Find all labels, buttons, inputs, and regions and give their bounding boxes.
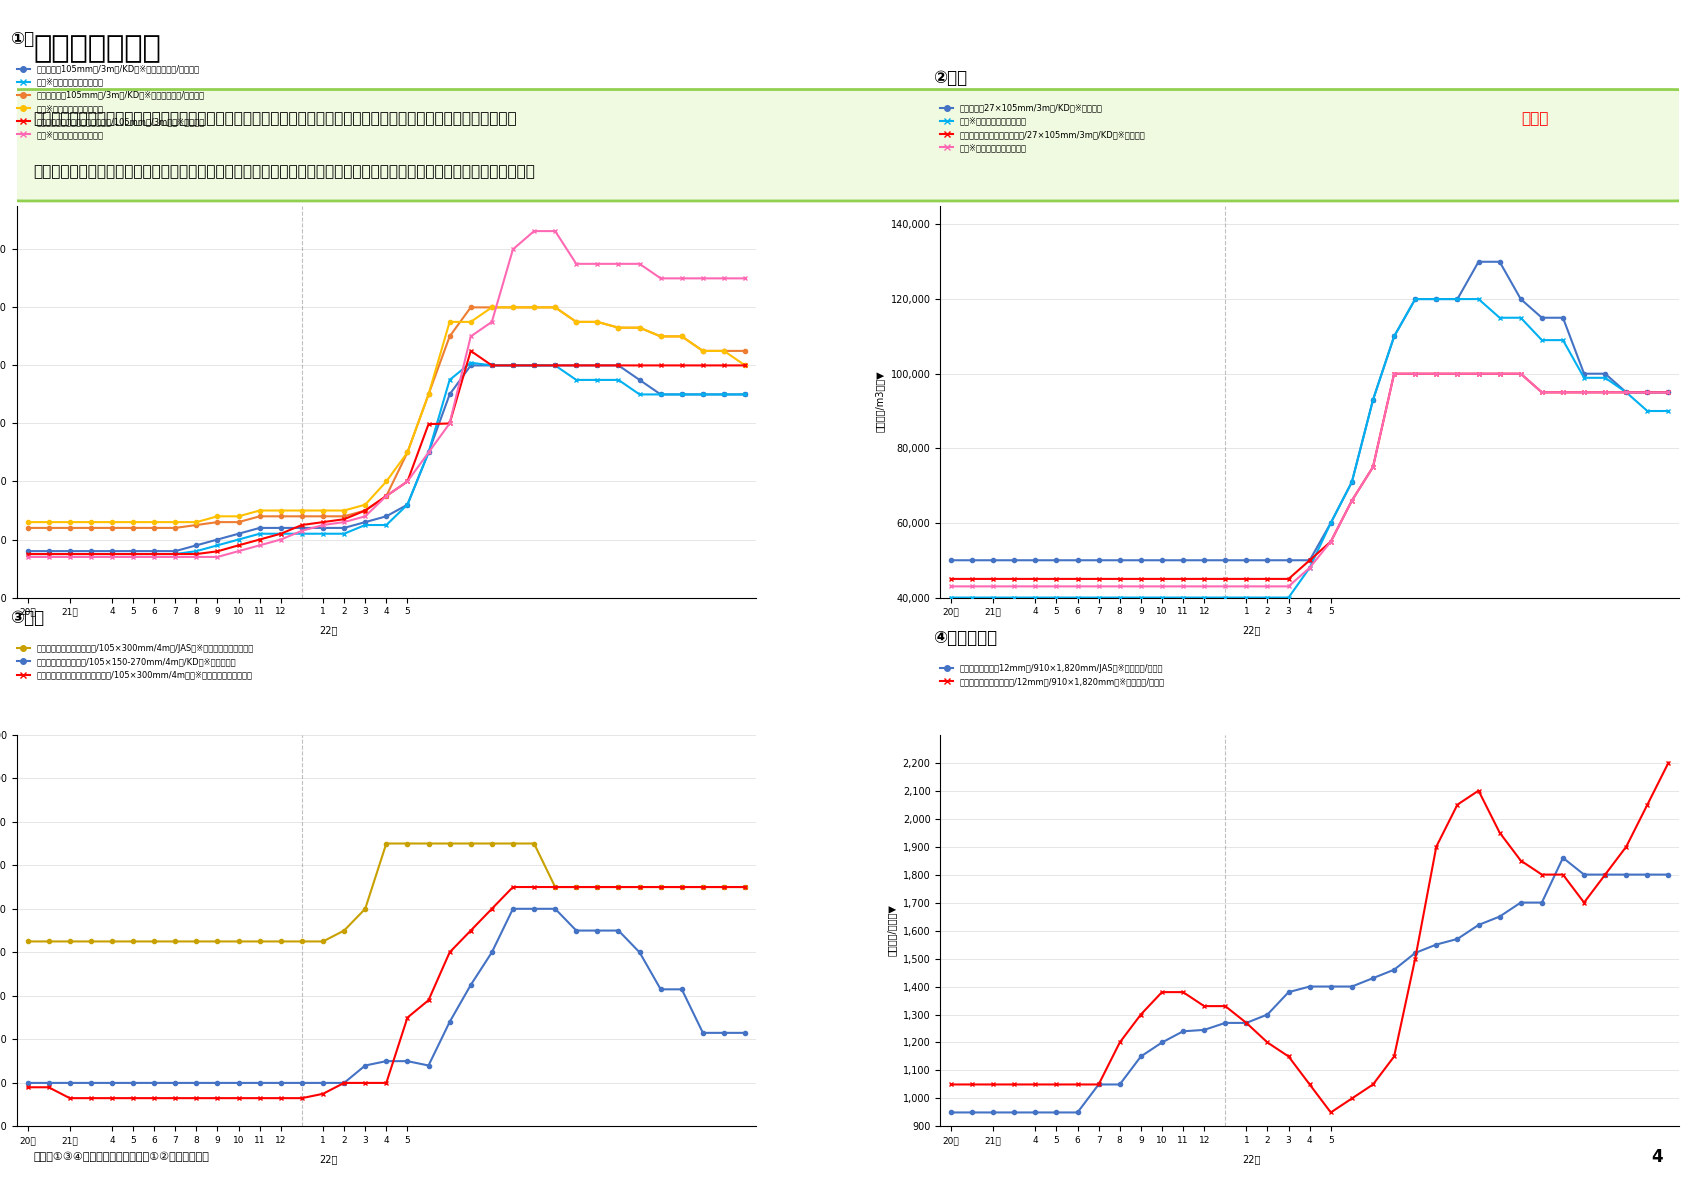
Text: 22年: 22年 — [1241, 1153, 1260, 1164]
FancyBboxPatch shape — [8, 90, 1688, 201]
Legend: スギ間柱（27×105mm/3m長/KD）※市売市場, 〃　※関東プレカット工場着, ホワイトウッド間柱（欧州産/27×105mm/3m長/KD）※問屋卸し, : スギ間柱（27×105mm/3m長/KD）※市売市場, 〃 ※関東プレカット工場… — [938, 101, 1148, 156]
FancyBboxPatch shape — [0, 0, 1696, 107]
Legend: 国産針葉樹合板（12mm厚/910×1,820mm/JAS）※関東市場/問屋着, 輸入合板（東南アジア産/12mm厚/910×1,820mm）※関東市場/問屋着: 国産針葉樹合板（12mm厚/910×1,820mm/JAS）※関東市場/問屋着,… — [938, 661, 1169, 689]
Text: ①柱: ①柱 — [10, 30, 34, 48]
Text: ④構造用合板: ④構造用合板 — [933, 629, 997, 647]
Text: 22年: 22年 — [319, 1153, 338, 1164]
Text: ・代替需要により国産材製品価格も上昇し、直近では合板は上昇傾向、製材は高止まりかピーク時より下落し横ばい傾向。: ・代替需要により国産材製品価格も上昇し、直近では合板は上昇傾向、製材は高止まりか… — [34, 164, 536, 180]
Legend: スギ柱角（105mm角/3m長/KD）※関東市売市場/置場渡し, 〃　※関東プレカット工場着, ヒノキ柱角（105mm角/3m長/KD）※関東市売市場/置場渡し: スギ柱角（105mm角/3m長/KD）※関東市売市場/置場渡し, 〃 ※関東プレ… — [14, 61, 209, 143]
Text: ・輸入材製品価格は、北米、中国、欧州など世界的な木材不足に加え、コンテナ不足による運送コストの増大等により: ・輸入材製品価格は、北米、中国、欧州など世界的な木材不足に加え、コンテナ不足によ… — [34, 112, 517, 126]
Legend: 米マツ集成平角（国内生産/105×300mm/4m長/JAS）※関東プレカット工場着, 米マツ平角（国内生産/105×150-270mm/4m長/KD）※関東問: 米マツ集成平角（国内生産/105×300mm/4m長/JAS）※関東プレカット工… — [14, 641, 256, 683]
Text: （２）製品価格: （２）製品価格 — [34, 34, 161, 62]
Text: 22年: 22年 — [319, 625, 338, 634]
Text: 資料：①③④木材建材ウイクリー、①②日刊木材新聞: 資料：①③④木材建材ウイクリー、①②日刊木材新聞 — [34, 1151, 209, 1162]
Text: 高騰。: 高騰。 — [1521, 112, 1548, 126]
Text: ②間柱: ②間柱 — [933, 68, 967, 86]
Y-axis label: 価格（円/枚）　▼: 価格（円/枚） ▼ — [887, 904, 897, 957]
Text: 4: 4 — [1650, 1147, 1662, 1165]
Y-axis label: 価格（円/m3）　▼: 価格（円/m3） ▼ — [875, 370, 885, 433]
Text: ③平角: ③平角 — [10, 609, 44, 627]
Text: 22年: 22年 — [1241, 625, 1260, 634]
